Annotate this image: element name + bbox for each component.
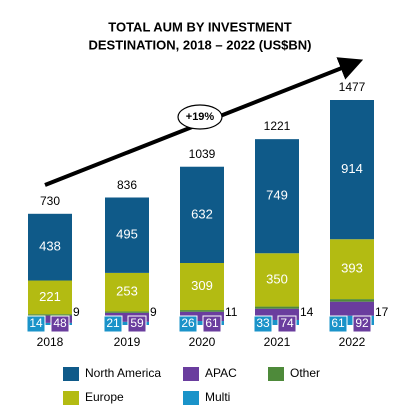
bar-segment	[180, 311, 224, 322]
bar-segment	[180, 166, 224, 263]
x-tick-label: 2019	[114, 335, 141, 349]
legend-swatch	[268, 367, 284, 381]
chart-title: TOTAL AUM BY INVESTMENT	[108, 19, 292, 34]
small-label-box	[50, 315, 70, 333]
segment-label: 438	[39, 239, 61, 254]
bar-segment	[255, 308, 299, 320]
small-label-box	[202, 315, 222, 333]
segment-label: 14	[29, 316, 43, 330]
segment-label: 11	[225, 305, 238, 319]
segment-label: 92	[355, 316, 369, 330]
small-label-box	[127, 315, 147, 333]
annotation-badge	[177, 104, 223, 130]
segment-label: 17	[375, 305, 389, 319]
bar-segment	[105, 197, 149, 273]
total-label: 1477	[339, 80, 366, 94]
bar-segment	[105, 311, 149, 313]
segment-label: 74	[280, 316, 294, 330]
bar-segment	[28, 280, 72, 315]
small-label-box	[103, 315, 123, 333]
x-tick-label: 2021	[264, 335, 291, 349]
segment-label: 9	[73, 305, 80, 319]
bar-segment	[255, 253, 299, 307]
legend-swatch	[63, 391, 79, 405]
small-label-box	[26, 315, 46, 333]
bar-segment	[330, 100, 374, 240]
bar-segment	[28, 213, 72, 281]
legend-label: Other	[290, 366, 320, 380]
bar-segment	[180, 262, 224, 311]
x-tick-label: 2020	[189, 335, 216, 349]
chart-title: DESTINATION, 2018 – 2022 (US$BN)	[89, 37, 312, 52]
segment-label: 59	[130, 316, 144, 330]
segment-label: 26	[181, 316, 195, 330]
total-label: 1039	[189, 147, 216, 161]
x-tick-label: 2022	[339, 335, 366, 349]
segment-label: 393	[341, 261, 363, 276]
bar-segment	[255, 306, 299, 309]
segment-label: 632	[191, 206, 213, 221]
bar-segment	[105, 312, 149, 322]
bar-segment	[28, 314, 72, 316]
bar-segment	[255, 319, 299, 325]
bar-segment	[105, 272, 149, 312]
bar-segment	[28, 315, 72, 323]
total-label: 730	[40, 194, 60, 208]
small-label-box	[328, 315, 348, 333]
legend-swatch	[63, 367, 79, 381]
segment-label: 221	[39, 289, 61, 304]
bar-segment	[105, 321, 149, 325]
bar-segment	[255, 139, 299, 254]
small-label-box	[253, 315, 273, 333]
small-label-box	[352, 315, 372, 333]
total-label: 1221	[264, 119, 291, 133]
x-tick-label: 2018	[37, 335, 64, 349]
segment-label: 309	[191, 278, 213, 293]
bar-segment	[330, 299, 374, 302]
segment-label: 749	[266, 188, 288, 203]
legend-swatch	[183, 391, 199, 405]
segment-label: 914	[341, 161, 363, 176]
legend-swatch	[183, 367, 199, 381]
segment-label: 495	[116, 227, 138, 242]
segment-label: 253	[116, 284, 138, 299]
segment-label: 9	[150, 305, 157, 319]
legend-label: North America	[85, 366, 161, 380]
total-label: 836	[117, 178, 137, 192]
bar-segment	[180, 310, 224, 312]
small-label-box	[178, 315, 198, 333]
legend-label: Europe	[85, 390, 124, 404]
annotation: +19%	[186, 111, 215, 123]
small-label-box	[277, 315, 297, 333]
segment-label: 21	[106, 316, 120, 330]
segment-label: 350	[266, 271, 288, 286]
legend-label: Multi	[205, 390, 230, 404]
segment-label: 14	[300, 305, 314, 319]
bar-segment	[330, 239, 374, 300]
segment-label: 61	[205, 316, 219, 330]
bar-segment	[330, 301, 374, 316]
bar-segment	[180, 321, 224, 325]
bar-segment	[28, 322, 72, 325]
legend-label: APAC	[205, 366, 237, 380]
segment-label: 48	[53, 316, 67, 330]
segment-label: 33	[256, 316, 270, 330]
segment-label: 61	[331, 316, 345, 330]
bar-segment	[330, 315, 374, 325]
